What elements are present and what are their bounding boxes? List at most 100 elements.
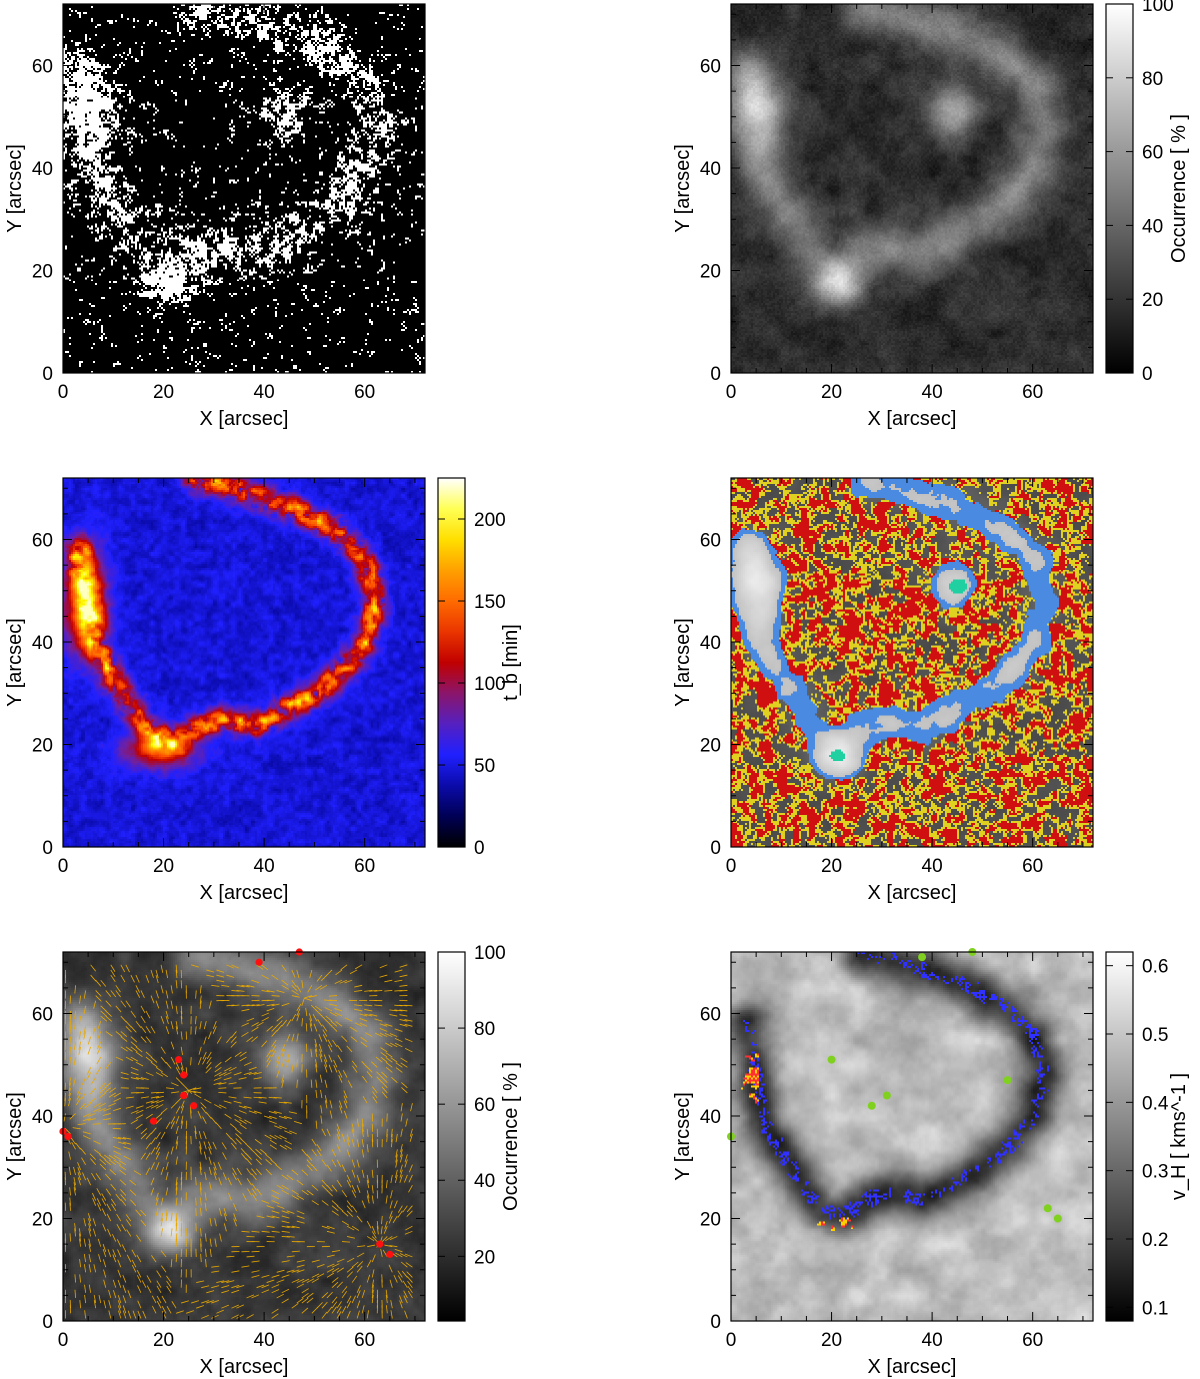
flow-arrow <box>392 1215 398 1224</box>
flow-arrow <box>326 1225 335 1230</box>
flow-arrow <box>362 1075 368 1083</box>
flow-arrow <box>328 1064 333 1073</box>
flow-arrow <box>326 1190 333 1197</box>
flow-arrow <box>79 1299 81 1309</box>
flow-arrow <box>137 1300 142 1309</box>
flow-arrow <box>219 1233 222 1242</box>
flow-arrow <box>320 1115 323 1124</box>
flow-arrow <box>380 1248 383 1258</box>
x-tick-label: 60 <box>1022 856 1043 877</box>
flow-arrow <box>97 1238 102 1247</box>
flow-arrow <box>306 1164 313 1171</box>
flow-arrow <box>199 1161 202 1170</box>
flow-arrow <box>155 1117 162 1124</box>
flow-arrow <box>296 1283 305 1289</box>
flow-arrow <box>349 969 358 975</box>
flow-arrow <box>175 1136 179 1145</box>
flow-arrow <box>243 1096 252 1099</box>
flow-arrow <box>291 1278 300 1283</box>
flow-arrow <box>228 1082 237 1085</box>
flow-arrow <box>83 1218 87 1227</box>
flow-arrow <box>88 1284 92 1293</box>
flow-arrow <box>92 1228 97 1237</box>
flow-arrow <box>216 1309 224 1314</box>
flow-arrow <box>271 995 280 997</box>
flow-arrow <box>336 1179 342 1188</box>
flow-arrow <box>390 1310 393 1319</box>
flow-arrow <box>384 1244 393 1248</box>
flow-arrow <box>102 1243 107 1252</box>
flow-arrow <box>234 1114 242 1119</box>
flow-arrow <box>251 1026 259 1032</box>
axes-frame <box>730 3 1094 374</box>
flow-arrow <box>170 1116 176 1124</box>
flow-arrow <box>404 1310 408 1319</box>
flow-arrow <box>231 1004 240 1007</box>
flow-arrow <box>218 1207 222 1217</box>
flow-arrow <box>210 1117 217 1124</box>
flow-arrow <box>150 1061 158 1068</box>
flow-arrow <box>193 1090 202 1094</box>
flow-arrow <box>194 1130 197 1140</box>
flow-arrow <box>281 1019 288 1027</box>
flow-arrow <box>386 1128 388 1138</box>
flow-arrow <box>313 1023 318 1032</box>
flow-arrow <box>286 1033 291 1042</box>
flow-arrow <box>276 990 285 993</box>
flow-arrow <box>336 1301 342 1309</box>
flow-arrow <box>205 1111 212 1119</box>
flow-arrow <box>216 1280 225 1283</box>
flow-arrow <box>170 1146 174 1155</box>
flow-arrow <box>105 1010 112 1017</box>
flow-arrow <box>155 969 159 978</box>
flow-arrow <box>310 1048 313 1058</box>
flow-arrow <box>96 1188 102 1196</box>
flow-arrow <box>108 1154 117 1160</box>
flow-arrow <box>240 1148 247 1155</box>
flow-arrow <box>236 990 245 992</box>
flow-arrow <box>227 1177 232 1186</box>
flow-arrow <box>407 1290 413 1299</box>
flow-arrow <box>151 1295 157 1304</box>
flow-arrow <box>170 985 173 994</box>
flow-arrow <box>170 1228 173 1237</box>
flow-arrow <box>175 1115 180 1124</box>
flow-arrow <box>150 1026 156 1034</box>
flow-arrow <box>381 1274 383 1283</box>
flow-arrow <box>64 1127 71 1135</box>
flow-arrow <box>102 1259 107 1268</box>
flow-arrow <box>208 1156 212 1165</box>
flow-arrow <box>308 995 317 998</box>
flow-arrow <box>130 1066 139 1071</box>
flow-arrow <box>99 1163 107 1171</box>
flow-arrow <box>150 1100 159 1104</box>
flow-arrow <box>390 1139 393 1148</box>
flow-arrow <box>199 1182 202 1191</box>
flow-arrow <box>135 990 141 998</box>
flow-arrow <box>410 1103 413 1112</box>
flow-arrow <box>160 1212 164 1222</box>
flow-arrow <box>226 1036 232 1044</box>
flow-arrow <box>115 1031 123 1037</box>
flow-arrow <box>102 1118 111 1121</box>
flow-arrow <box>399 1300 403 1309</box>
flow-arrow <box>120 974 126 983</box>
flow-arrow <box>82 1131 91 1135</box>
flow-arrow <box>393 1274 398 1283</box>
flow-arrow <box>264 1134 272 1140</box>
flow-arrow <box>322 1034 328 1042</box>
flow-arrow <box>326 1254 335 1258</box>
flow-arrow <box>145 1010 151 1019</box>
flow-arrow <box>205 1258 207 1268</box>
flow-arrow <box>394 1009 403 1012</box>
flow-arrow <box>390 1300 393 1309</box>
flow-arrow <box>251 979 260 984</box>
flow-arrow <box>371 1226 376 1234</box>
flow-arrow <box>244 1119 252 1125</box>
flow-arrow <box>251 1188 257 1196</box>
flow-arrow <box>403 1290 408 1299</box>
flow-arrow <box>339 1105 343 1114</box>
flow-arrow <box>409 1133 413 1142</box>
flow-arrow <box>329 1011 338 1017</box>
flow-arrow <box>271 1289 280 1294</box>
